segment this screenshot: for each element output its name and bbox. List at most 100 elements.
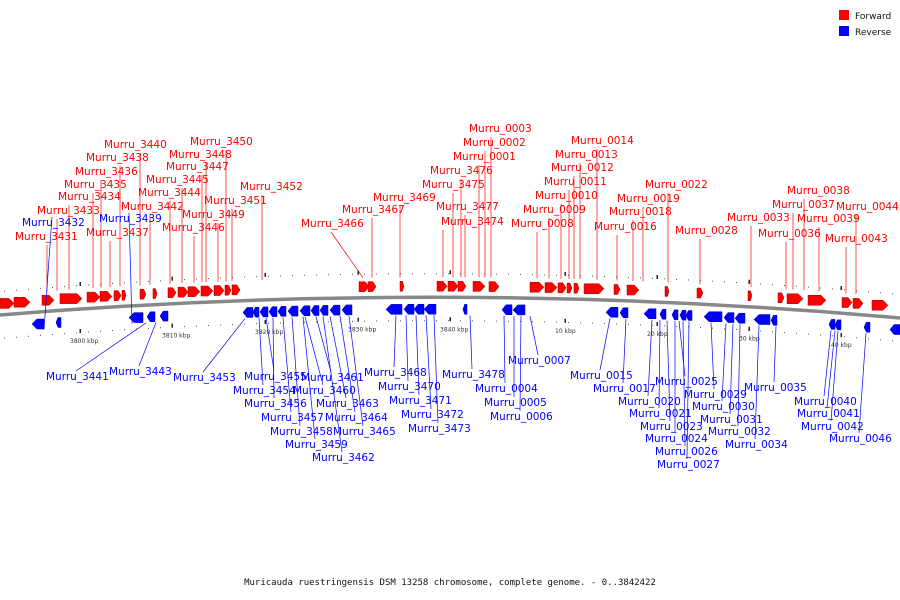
forward-gene-label[interactable]: Murru_0001 xyxy=(453,151,516,163)
reverse-gene[interactable] xyxy=(734,312,746,324)
reverse-gene[interactable] xyxy=(770,315,778,326)
forward-gene-label[interactable]: Murru_3452 xyxy=(240,181,303,193)
forward-gene[interactable] xyxy=(167,287,177,298)
forward-gene[interactable] xyxy=(139,288,147,300)
reverse-gene[interactable] xyxy=(31,318,45,330)
reverse-gene[interactable] xyxy=(299,305,311,317)
reverse-gene[interactable] xyxy=(703,311,723,322)
reverse-gene[interactable] xyxy=(753,314,771,325)
forward-gene[interactable] xyxy=(113,290,122,301)
reverse-gene[interactable] xyxy=(413,303,425,315)
reverse-gene-label[interactable]: Murru_3441 xyxy=(46,371,109,383)
forward-gene[interactable] xyxy=(472,281,486,292)
reverse-gene[interactable] xyxy=(268,306,278,317)
forward-gene[interactable] xyxy=(0,298,15,309)
reverse-gene-label[interactable]: Murru_0025 xyxy=(655,376,718,388)
forward-gene-label[interactable]: Murru_3437 xyxy=(86,227,149,239)
reverse-gene[interactable] xyxy=(605,307,619,318)
forward-gene-label[interactable]: Murru_0018 xyxy=(609,206,672,218)
forward-gene-label[interactable]: Murru_0013 xyxy=(555,149,618,161)
forward-gene-label[interactable]: Murru_3476 xyxy=(430,165,493,177)
reverse-gene-label[interactable]: Murru_0031 xyxy=(700,414,763,426)
reverse-gene[interactable] xyxy=(341,304,353,316)
forward-gene-label[interactable]: Murru_3434 xyxy=(58,191,121,203)
reverse-gene[interactable] xyxy=(259,306,269,318)
forward-gene-label[interactable]: Murru_3438 xyxy=(86,152,149,164)
reverse-gene-label[interactable]: Murru_0004 xyxy=(475,383,538,395)
reverse-gene[interactable] xyxy=(643,308,657,319)
reverse-gene[interactable] xyxy=(619,307,629,318)
reverse-gene-label[interactable]: Murru_0029 xyxy=(684,389,747,401)
reverse-gene[interactable] xyxy=(128,312,144,323)
forward-gene-label[interactable]: Murru_0039 xyxy=(797,213,860,225)
reverse-gene-label[interactable]: Murru_3443 xyxy=(109,366,172,378)
reverse-gene-label[interactable]: Murru_3478 xyxy=(442,369,505,381)
reverse-gene-label[interactable]: Murru_3439 xyxy=(99,213,162,225)
reverse-gene-label[interactable]: Murru_0042 xyxy=(801,421,864,433)
forward-gene-label[interactable]: Murru_3449 xyxy=(182,209,245,221)
forward-gene[interactable] xyxy=(566,282,573,294)
reverse-gene-label[interactable]: Murru_3456 xyxy=(244,398,307,410)
forward-gene[interactable] xyxy=(457,281,467,292)
forward-gene-label[interactable]: Murru_3444 xyxy=(138,187,201,199)
reverse-gene[interactable] xyxy=(329,304,341,316)
forward-gene[interactable] xyxy=(99,291,113,302)
reverse-gene-label[interactable]: Murru_0027 xyxy=(657,459,720,471)
reverse-gene[interactable] xyxy=(242,307,254,318)
reverse-gene-label[interactable]: Murru_0005 xyxy=(484,397,547,409)
reverse-gene-label[interactable]: Murru_0023 xyxy=(640,421,703,433)
reverse-gene-label[interactable]: Murru_3453 xyxy=(173,372,236,384)
reverse-gene[interactable] xyxy=(146,311,156,323)
reverse-gene-label[interactable]: Murru_3470 xyxy=(378,381,441,393)
forward-gene-label[interactable]: Murru_3431 xyxy=(15,231,78,243)
forward-gene-label[interactable]: Murru_3433 xyxy=(37,205,100,217)
forward-gene[interactable] xyxy=(488,281,500,292)
forward-gene[interactable] xyxy=(664,286,670,297)
forward-gene-label[interactable]: Murru_3469 xyxy=(373,192,436,204)
forward-gene[interactable] xyxy=(747,290,753,302)
forward-gene-label[interactable]: Murru_3436 xyxy=(75,166,138,178)
forward-gene[interactable] xyxy=(213,285,225,296)
forward-gene-label[interactable]: Murru_3435 xyxy=(64,179,127,191)
reverse-gene[interactable] xyxy=(679,309,687,321)
reverse-gene-label[interactable]: Murru_0017 xyxy=(593,383,656,395)
forward-gene[interactable] xyxy=(200,285,214,297)
reverse-gene-label[interactable]: Murru_3463 xyxy=(316,398,379,410)
forward-gene[interactable] xyxy=(367,281,377,292)
forward-gene[interactable] xyxy=(59,293,83,304)
reverse-gene-label[interactable]: Murru_3460 xyxy=(293,385,356,397)
reverse-gene-label[interactable]: Murru_3457 xyxy=(261,412,324,424)
reverse-gene[interactable] xyxy=(277,306,287,317)
reverse-gene-label[interactable]: Murru_3472 xyxy=(401,409,464,421)
forward-gene-label[interactable]: Murru_3474 xyxy=(441,216,504,228)
reverse-gene[interactable] xyxy=(863,321,871,333)
forward-gene[interactable] xyxy=(583,283,605,294)
forward-gene[interactable] xyxy=(187,286,201,297)
forward-gene[interactable] xyxy=(231,284,241,296)
reverse-gene[interactable] xyxy=(685,310,693,321)
forward-gene[interactable] xyxy=(841,297,853,308)
forward-gene-label[interactable]: Murru_3477 xyxy=(436,201,499,213)
reverse-gene[interactable] xyxy=(159,310,169,322)
reverse-gene[interactable] xyxy=(287,305,299,317)
forward-gene[interactable] xyxy=(447,281,459,292)
reverse-gene-label[interactable]: Murru_3473 xyxy=(408,423,471,435)
forward-gene-label[interactable]: Murru_0043 xyxy=(825,233,888,245)
forward-gene[interactable] xyxy=(557,282,567,294)
forward-gene-label[interactable]: Murru_0019 xyxy=(617,193,680,205)
forward-gene-label[interactable]: Murru_3450 xyxy=(190,136,253,148)
reverse-gene-label[interactable]: Murru_0015 xyxy=(570,370,633,382)
reverse-gene-label[interactable]: Murru_0046 xyxy=(829,433,892,445)
forward-gene[interactable] xyxy=(358,281,370,292)
forward-gene-label[interactable]: Murru_3447 xyxy=(166,161,229,173)
reverse-gene-label[interactable]: Murru_3432 xyxy=(22,217,85,229)
reverse-gene-label[interactable]: Murru_0030 xyxy=(692,401,755,413)
forward-gene-label[interactable]: Murru_0014 xyxy=(571,135,634,147)
reverse-gene-label[interactable]: Murru_0006 xyxy=(490,411,553,423)
forward-gene-label[interactable]: Murru_0016 xyxy=(594,221,657,233)
forward-gene-label[interactable]: Murru_3467 xyxy=(342,204,405,216)
forward-gene[interactable] xyxy=(777,292,785,304)
reverse-gene-label[interactable]: Murru_0035 xyxy=(744,382,807,394)
reverse-gene-label[interactable]: Murru_0007 xyxy=(508,355,571,367)
reverse-gene[interactable] xyxy=(512,304,526,316)
